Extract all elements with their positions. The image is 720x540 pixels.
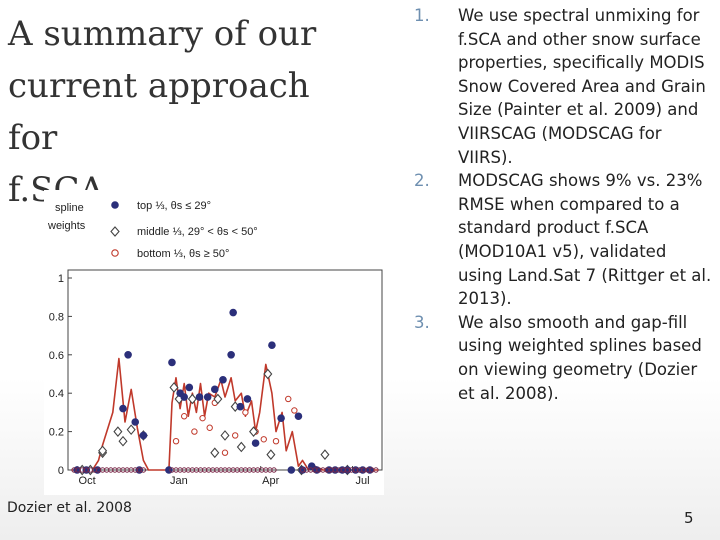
chart-legend: spline weights top ⅓, θs ≤ 29° middle ⅓,…	[47, 200, 258, 260]
point-middle	[266, 449, 276, 460]
x-tick-label: Apr	[262, 475, 279, 487]
x-tick-label: Jul	[355, 475, 369, 487]
chart-svg: spline weights top ⅓, θs ≤ 29° middle ⅓,…	[44, 190, 384, 495]
figure-caption: Dozier et al. 2008	[7, 500, 132, 516]
list-item: 1. We use spectral unmixing for f.SCA an…	[414, 4, 714, 169]
point-middle	[249, 426, 259, 437]
point-top	[236, 402, 245, 411]
point-bottom	[260, 436, 267, 443]
point-top	[203, 393, 212, 401]
point-middle	[126, 424, 136, 436]
list-item: 2. MODSCAG shows 9% vs. 23% RMSE when co…	[414, 169, 714, 311]
point-bottom	[285, 395, 292, 403]
point-top	[243, 395, 252, 403]
point-baseline	[140, 467, 147, 473]
y-tick-label: 0.8	[49, 311, 64, 323]
list-text: We also smooth and gap-fill using weight…	[458, 312, 702, 403]
point-bottom	[272, 438, 280, 445]
slide-title: A summary of our current approach for f.…	[8, 8, 368, 216]
point-top	[287, 466, 296, 474]
point-top	[185, 383, 194, 392]
spline-line-group	[72, 357, 378, 471]
point-top	[251, 439, 260, 447]
point-bottom	[181, 413, 188, 420]
point-middle	[320, 449, 330, 460]
y-tick-label: 0.4	[49, 388, 64, 400]
point-top	[180, 393, 188, 401]
title-line-2: current approach for	[8, 66, 310, 158]
list-text: MODSCAG shows 9% vs. 23% RMSE when compa…	[458, 171, 712, 309]
spline-weights-chart: spline weights top ⅓, θs ≤ 29° middle ⅓,…	[44, 190, 384, 495]
point-middle	[113, 426, 123, 437]
x-axis-ticks: Oct Jan Apr Jul	[76, 466, 370, 487]
y-tick-label: 0	[58, 465, 64, 477]
legend-label-top: top ⅓, θs ≤ 29°	[137, 200, 211, 212]
list-item: 3. We also smooth and gap-fill using wei…	[414, 311, 714, 405]
point-middle	[118, 435, 128, 447]
point-bottom	[242, 409, 249, 416]
bullet-list: 1. We use spectral unmixing for f.SCA an…	[414, 4, 714, 405]
point-top	[277, 414, 285, 422]
list-text: We use spectral unmixing for f.SCA and o…	[458, 6, 706, 167]
legend-marker-middle	[110, 226, 120, 237]
legend-marker-top	[111, 201, 119, 209]
point-bottom	[232, 432, 239, 439]
point-bottom	[199, 414, 206, 422]
title-line-1: A summary of our	[8, 14, 317, 54]
point-top	[131, 418, 140, 426]
legend-title-line-2: weights	[47, 220, 86, 232]
legend-title-line-1: spline	[55, 202, 84, 214]
y-axis-ticks: 0 0.2 0.4 0.6 0.8 1	[49, 273, 72, 477]
point-bottom	[206, 424, 213, 431]
point-middle	[236, 441, 246, 453]
point-top	[195, 393, 204, 401]
point-top	[229, 308, 237, 317]
x-tick-label: Oct	[79, 475, 96, 487]
x-tick-label: Jan	[170, 475, 188, 487]
point-top	[119, 404, 127, 413]
chart-background	[44, 190, 384, 495]
point-bottom	[191, 428, 198, 435]
legend-marker-bottom	[111, 249, 119, 257]
point-top	[124, 351, 132, 359]
point-bottom	[291, 407, 298, 414]
point-top	[219, 375, 227, 384]
plot-frame	[67, 269, 383, 471]
point-bottom	[221, 449, 229, 456]
point-middle	[210, 447, 220, 459]
point-top	[294, 412, 303, 421]
point-middle	[187, 393, 197, 405]
point-baseline	[271, 467, 277, 473]
point-middle	[213, 393, 223, 405]
legend-label-bottom: bottom ⅓, θs ≥ 50°	[137, 248, 229, 260]
spline-line	[72, 357, 378, 471]
y-tick-label: 0.2	[49, 427, 64, 439]
point-top	[211, 385, 219, 394]
data-points-group	[71, 308, 379, 476]
point-bottom	[172, 438, 180, 445]
page-number: 5	[684, 509, 694, 527]
y-tick-label: 1	[58, 273, 64, 285]
y-tick-label: 0.6	[49, 350, 64, 362]
point-middle	[169, 382, 179, 393]
point-baseline	[373, 467, 379, 473]
point-top	[168, 358, 176, 367]
legend-label-middle: middle ⅓, 29° < θs < 50°	[137, 226, 258, 238]
list-number: 2.	[414, 171, 430, 191]
point-middle	[263, 368, 273, 380]
point-top	[139, 431, 148, 440]
list-number: 1.	[414, 6, 430, 25]
point-middle	[220, 430, 230, 441]
point-top	[268, 341, 276, 349]
list-number: 3.	[414, 312, 430, 332]
point-top	[227, 351, 235, 359]
point-middle	[98, 445, 108, 457]
